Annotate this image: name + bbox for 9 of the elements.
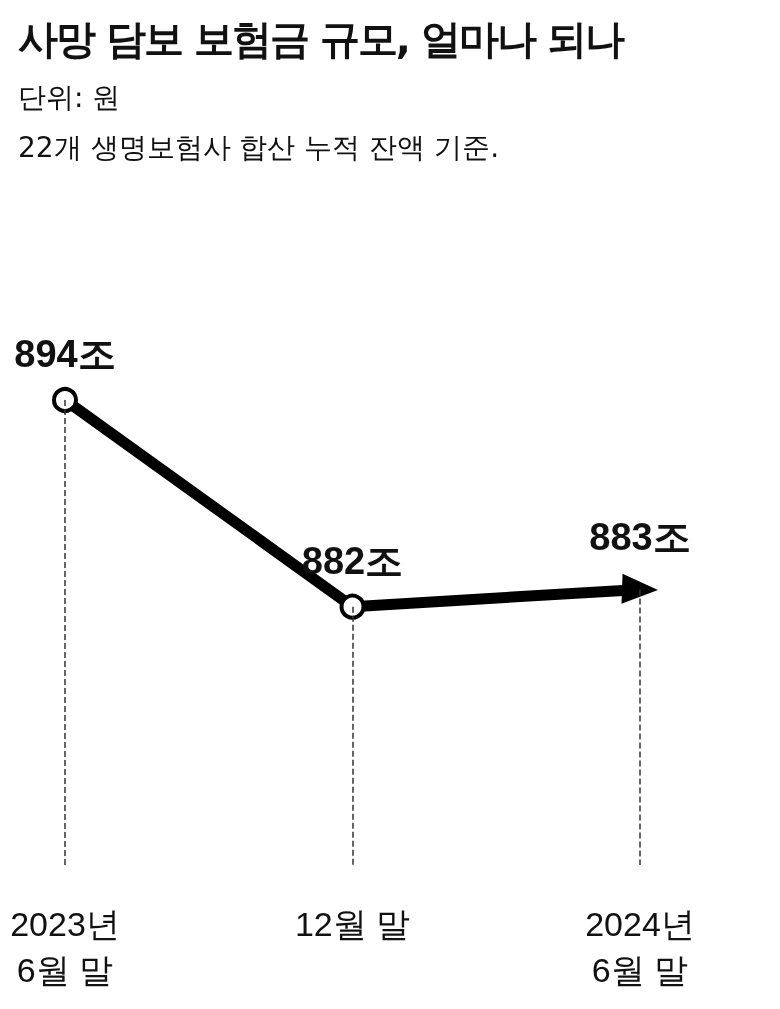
chart-title: 사망 담보 보험금 규모, 얼마나 되나 [18, 15, 623, 64]
chart-subtitle: 단위: 원 [18, 80, 122, 116]
x-tick-label: 2023년 6월 말 [10, 905, 120, 989]
data-label: 882조 [301, 539, 404, 582]
x-tick-label: 12월 말 [294, 905, 411, 943]
x-tick-label: 2024년 6월 말 [585, 905, 695, 989]
data-label: 894조 [14, 333, 116, 375]
text: 22개 생명보험사 합산 누적 잔액 기준. [18, 130, 501, 166]
data-label: 883조 [589, 515, 691, 558]
